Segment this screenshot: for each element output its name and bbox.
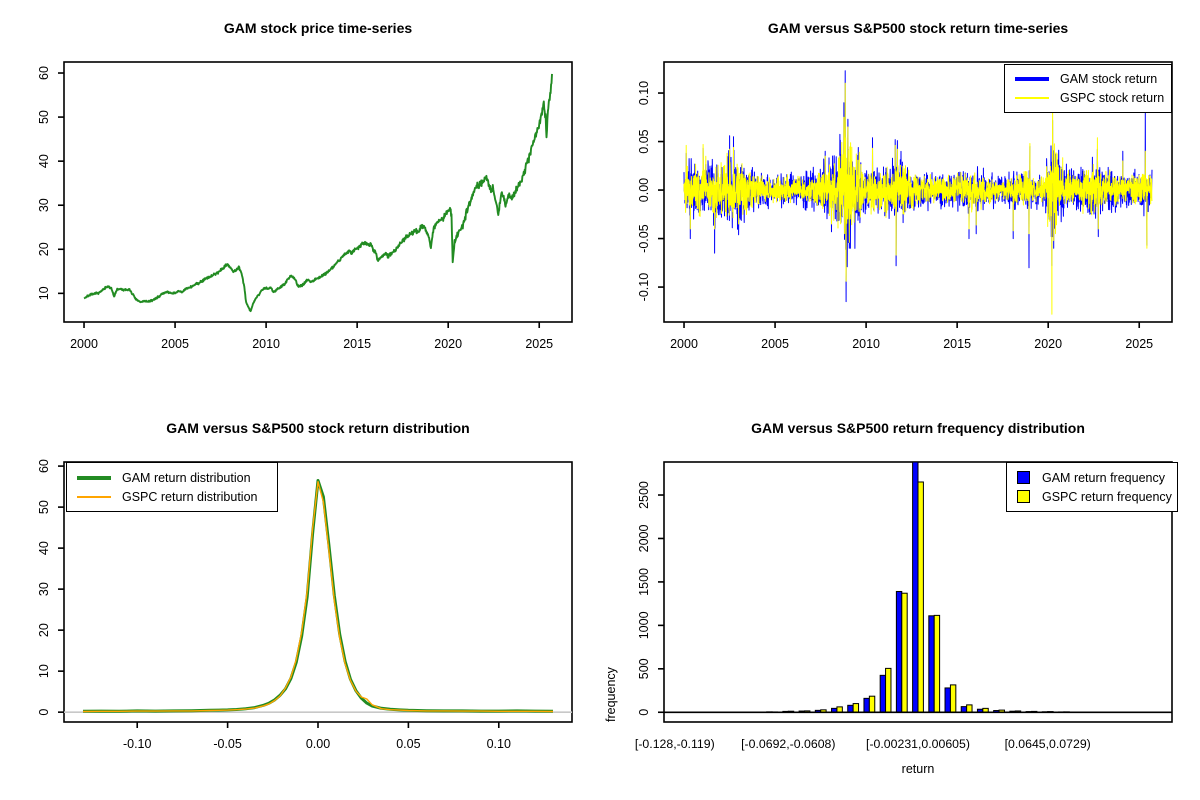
return-frequency-title: GAM versus S&P500 return frequency distr… [751, 420, 1085, 436]
svg-text:2020: 2020 [1034, 337, 1062, 351]
svg-text:2010: 2010 [252, 337, 280, 351]
svg-text:40: 40 [37, 154, 51, 168]
legend-label: GSPC stock return [1060, 90, 1165, 105]
legend-item-gam-density: GAM return distribution [77, 468, 267, 487]
svg-text:-0.10: -0.10 [637, 273, 651, 302]
svg-text:2000: 2000 [637, 525, 651, 553]
svg-text:[-0.00231,0.00605): [-0.00231,0.00605) [866, 737, 970, 751]
svg-text:-0.10: -0.10 [123, 737, 152, 751]
svg-text:0.00: 0.00 [306, 737, 330, 751]
return-frequency-ylabel: frequency [604, 667, 618, 722]
panel-return-timeseries: 2000 2005 2010 2015 2020 2025 -0.10 -0.05 0.00 0.… [600, 0, 1200, 400]
svg-text:40: 40 [37, 541, 51, 555]
return-timeseries-legend: GAM stock return GSPC stock return [1004, 64, 1172, 113]
svg-text:10: 10 [37, 664, 51, 678]
svg-text:2000: 2000 [670, 337, 698, 351]
svg-text:30: 30 [37, 198, 51, 212]
svg-text:60: 60 [37, 459, 51, 473]
gam-frequency-square-sample [1017, 471, 1030, 484]
svg-text:2010: 2010 [852, 337, 880, 351]
panel-return-distribution: -0.10 -0.05 0.00 0.05 0.10 0 10 20 30 40 50 60 GAM … [0, 400, 600, 800]
return-distribution-legend: GAM return distribution GSPC return dist… [66, 462, 278, 512]
legend-item-gspc-density: GSPC return distribution [77, 487, 267, 506]
gam-density-line-sample [77, 475, 111, 480]
svg-text:1000: 1000 [637, 611, 651, 639]
gspc-density-line-sample [77, 495, 111, 498]
legend-item-gspc-frequency: GSPC return frequency [1017, 487, 1172, 506]
legend-label: GSPC return frequency [1042, 489, 1172, 504]
legend-label: GSPC return distribution [122, 489, 258, 504]
svg-text:1500: 1500 [637, 568, 651, 596]
svg-text:-0.05: -0.05 [213, 737, 242, 751]
svg-text:0: 0 [37, 709, 51, 716]
gam-price-title: GAM stock price time-series [223, 20, 413, 36]
return-distribution-chart: -0.10 -0.05 0.00 0.05 0.10 0 10 20 30 40 50 60 [37, 459, 573, 751]
panel-gam-price: 2000 2005 2010 2015 2020 2025 10 20 30 40 50 60 GAM… [0, 0, 600, 400]
svg-text:2000: 2000 [70, 337, 98, 351]
return-timeseries-chart: 2000 2005 2010 2015 2020 2025 -0.10 -0.05 0.00 0.… [637, 61, 1173, 351]
svg-text:2025: 2025 [1125, 337, 1153, 351]
svg-text:0: 0 [637, 709, 651, 716]
svg-text:2005: 2005 [761, 337, 789, 351]
svg-text:[-0.0692,-0.0608): [-0.0692,-0.0608) [741, 737, 835, 751]
svg-text:2005: 2005 [161, 337, 189, 351]
gspc-frequency-square-sample [1017, 490, 1030, 503]
svg-text:50: 50 [37, 500, 51, 514]
return-frequency-chart: 0 500 1000 1500 2000 2500 [-0.128,-0.119) [-0.0… [635, 461, 1173, 751]
svg-text:60: 60 [37, 66, 51, 80]
svg-text:30: 30 [37, 582, 51, 596]
return-timeseries-title: GAM versus S&P500 stock return time-seri… [767, 20, 1069, 36]
svg-text:0.10: 0.10 [487, 737, 511, 751]
gam-price-chart: 2000 2005 2010 2015 2020 2025 10 20 30 40 50 60 [37, 61, 573, 351]
svg-text:[0.0645,0.0729): [0.0645,0.0729) [1005, 737, 1091, 751]
svg-text:2025: 2025 [525, 337, 553, 351]
svg-text:0.05: 0.05 [396, 737, 420, 751]
svg-text:2015: 2015 [343, 337, 371, 351]
svg-text:-0.05: -0.05 [637, 224, 651, 253]
panel-return-frequency: 0 500 1000 1500 2000 2500 [-0.128,-0.119) [-0.0… [600, 400, 1200, 800]
return-frequency-legend: GAM return frequency GSPC return frequen… [1006, 462, 1178, 512]
legend-item-gam-return: GAM stock return [1015, 70, 1161, 89]
legend-label: GAM return distribution [122, 470, 251, 485]
svg-text:0.05: 0.05 [637, 129, 651, 153]
svg-text:50: 50 [37, 110, 51, 124]
svg-text:0.00: 0.00 [637, 178, 651, 202]
legend-item-gam-frequency: GAM return frequency [1017, 468, 1167, 487]
svg-text:20: 20 [37, 242, 51, 256]
legend-label: GAM return frequency [1042, 470, 1165, 485]
legend-label: GAM stock return [1060, 72, 1158, 87]
gam-return-line-sample [1015, 77, 1049, 82]
svg-text:2500: 2500 [637, 481, 651, 509]
svg-text:500: 500 [637, 658, 651, 679]
gspc-return-line-sample [1015, 96, 1049, 99]
legend-item-gspc-return: GSPC stock return [1015, 89, 1165, 108]
svg-text:2015: 2015 [943, 337, 971, 351]
return-frequency-xlabel: return [901, 762, 935, 776]
svg-text:0.10: 0.10 [637, 81, 651, 105]
svg-text:20: 20 [37, 623, 51, 637]
svg-text:[-0.128,-0.119): [-0.128,-0.119) [635, 737, 715, 751]
return-distribution-title: GAM versus S&P500 stock return distribut… [166, 420, 470, 436]
svg-text:2020: 2020 [434, 337, 462, 351]
svg-text:10: 10 [37, 286, 51, 300]
